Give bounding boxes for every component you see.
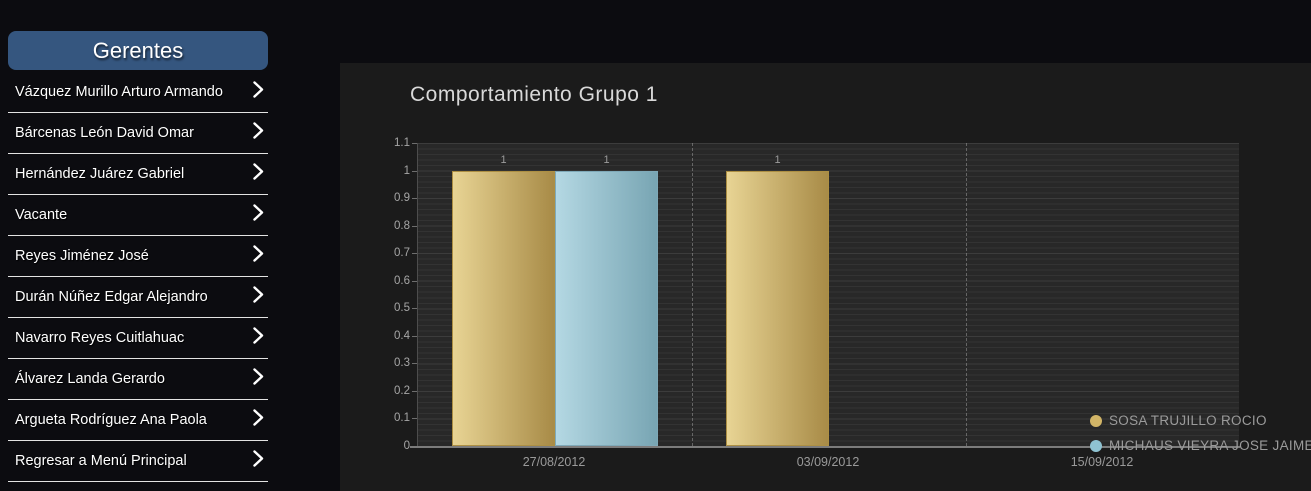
sidebar-item[interactable]: Durán Núñez Edgar Alejandro — [8, 277, 268, 318]
legend-label: SOSA TRUJILLO ROCIO — [1109, 413, 1267, 428]
x-axis-line — [410, 446, 1240, 448]
legend: SOSA TRUJILLO ROCIO MICHAUS VIEYRA JOSE J… — [1090, 408, 1311, 458]
y-tick-label: 0.9 — [394, 192, 410, 205]
x-axis-label: 03/09/2012 — [796, 455, 860, 469]
y-tick-mark — [412, 308, 417, 310]
sidebar-item[interactable]: Vacante — [8, 195, 268, 236]
sidebar-item-label: Reyes Jiménez José — [15, 248, 149, 264]
legend-marker-icon — [1090, 439, 1102, 452]
sidebar-item-label: Durán Núñez Edgar Alejandro — [15, 289, 208, 305]
x-axis-label: 15/09/2012 — [1070, 455, 1134, 469]
sidebar-header: Gerentes — [8, 31, 268, 70]
bar-series1 — [726, 170, 829, 446]
y-tick-label: 1.1 — [394, 137, 410, 149]
bar-series1 — [452, 170, 555, 446]
plot-area: 1 1 1 — [417, 143, 1239, 446]
chevron-right-icon — [252, 244, 265, 268]
y-tick-label: 0.8 — [394, 219, 410, 232]
sidebar-item[interactable]: Regresar a Menú Principal — [8, 441, 268, 482]
y-tick-mark — [412, 418, 417, 420]
x-axis-label: 27/08/2012 — [522, 455, 586, 469]
vertical-gridline — [692, 143, 693, 446]
sidebar-item-label: Hernández Juárez Gabriel — [15, 166, 185, 182]
bar-series2 — [555, 170, 658, 446]
sidebar-item[interactable]: Álvarez Landa Gerardo — [8, 359, 268, 400]
sidebar-item-label: Vacante — [15, 207, 68, 223]
sidebar-item-label: Vázquez Murillo Arturo Armando — [15, 84, 223, 100]
sidebar-item[interactable]: Navarro Reyes Cuitlahuac — [8, 318, 268, 359]
y-tick-label: 0.4 — [394, 329, 410, 342]
y-tick-label: 0 — [403, 440, 410, 452]
sidebar-item-label: Bárcenas León David Omar — [15, 125, 194, 141]
sidebar-item[interactable]: Hernández Juárez Gabriel — [8, 154, 268, 195]
sidebar-item[interactable]: Bárcenas León David Omar — [8, 113, 268, 154]
x-axis-labels: 27/08/2012 03/09/2012 15/09/2012 — [417, 455, 1239, 475]
sidebar-item[interactable]: Argueta Rodríguez Ana Paola — [8, 400, 268, 441]
y-tick-mark — [412, 390, 417, 392]
sidebar-item-label: Álvarez Landa Gerardo — [15, 371, 165, 387]
chart-title: Comportamiento Grupo 1 — [410, 83, 658, 106]
y-tick-label: 0.6 — [394, 274, 410, 287]
y-tick-label: 0.3 — [394, 357, 410, 370]
y-tick-label: 0.7 — [394, 247, 410, 260]
y-tick-label: 0.1 — [394, 412, 410, 425]
bar-value-label: 1 — [774, 153, 781, 166]
chevron-right-icon — [252, 285, 265, 309]
bar-value-label: 1 — [603, 153, 610, 166]
sidebar: Gerentes Vázquez Murillo Arturo Armando B… — [0, 0, 285, 491]
y-tick-mark — [412, 253, 417, 255]
sidebar-item-label: Argueta Rodríguez Ana Paola — [15, 412, 207, 428]
chevron-right-icon — [252, 203, 265, 227]
sidebar-item-label: Navarro Reyes Cuitlahuac — [15, 330, 185, 346]
chevron-right-icon — [252, 80, 265, 104]
legend-label: MICHAUS VIEYRA JOSE JAIME — [1109, 438, 1311, 453]
legend-item[interactable]: MICHAUS VIEYRA JOSE JAIME — [1090, 433, 1311, 458]
chevron-right-icon — [252, 367, 265, 391]
sidebar-item-label: Regresar a Menú Principal — [15, 453, 187, 469]
vertical-gridline — [966, 143, 967, 446]
y-tick-label: 0.5 — [394, 302, 410, 315]
y-tick-mark — [412, 280, 417, 282]
sidebar-item[interactable]: Reyes Jiménez José — [8, 236, 268, 277]
y-tick-mark — [412, 143, 417, 144]
chevron-right-icon — [252, 162, 265, 186]
legend-marker-icon — [1090, 414, 1102, 427]
legend-item[interactable]: SOSA TRUJILLO ROCIO — [1090, 408, 1311, 433]
sidebar-item[interactable]: Vázquez Murillo Arturo Armando — [8, 72, 268, 113]
chevron-right-icon — [252, 408, 265, 432]
y-tick-mark — [412, 363, 417, 365]
y-axis: 0 0.1 0.2 0.3 0.4 0.5 0.6 0.7 0.8 0.9 1 1.1 — [340, 137, 417, 452]
bar-value-label: 1 — [500, 153, 507, 166]
chart-panel: Comportamiento Grupo 1 0 0.1 0.2 0.3 0.4 0.5 0… — [340, 63, 1311, 491]
y-tick-mark — [412, 335, 417, 337]
y-tick-mark — [412, 225, 417, 227]
y-tick-mark — [412, 198, 417, 200]
y-tick-mark — [412, 170, 417, 172]
y-tick-label: 1 — [403, 164, 410, 177]
chevron-right-icon — [252, 121, 265, 145]
y-tick-label: 0.2 — [394, 384, 410, 397]
chevron-right-icon — [252, 449, 265, 473]
chevron-right-icon — [252, 326, 265, 350]
sidebar-menu: Vázquez Murillo Arturo Armando Bárcenas L… — [8, 72, 268, 482]
